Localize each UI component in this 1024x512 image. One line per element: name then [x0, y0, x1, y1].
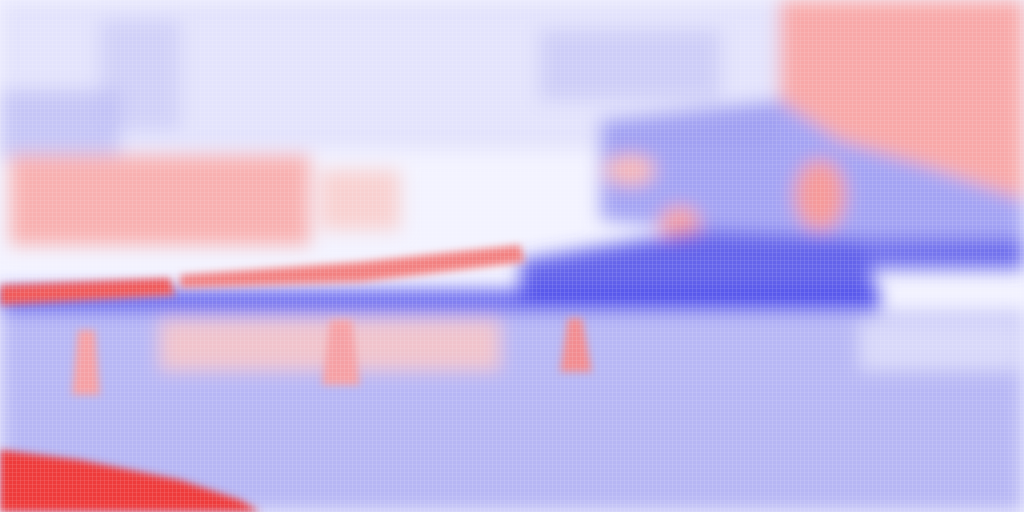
page: (() => { const data = JSON.parse(documen…: [0, 0, 1024, 512]
heatmap-image: [0, 0, 1024, 512]
grid-texture: [0, 0, 1024, 512]
